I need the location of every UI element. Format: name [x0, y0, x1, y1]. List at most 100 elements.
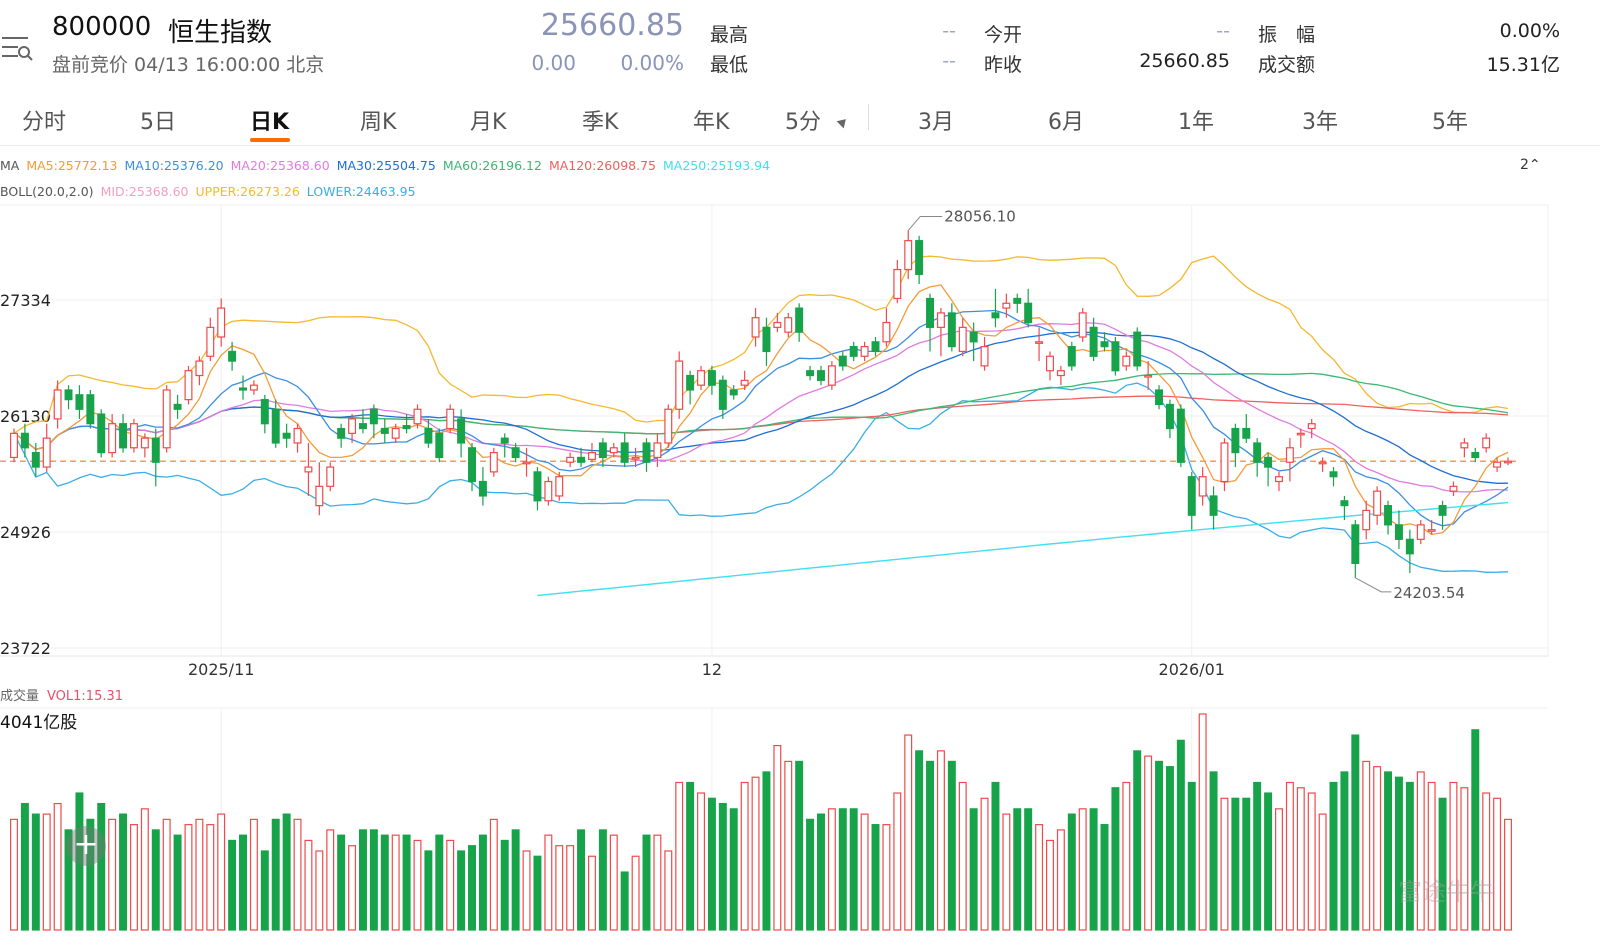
candle-body: [195, 360, 204, 377]
tab-5day[interactable]: 5日: [140, 110, 176, 135]
boll-legend-prefix: BOLL(20.0,2.0): [0, 184, 94, 199]
candle-body: [926, 297, 935, 328]
ma-legend[interactable]: MA MA5:25772.13 MA10:25376.20 MA20:25368.60…: [0, 158, 784, 173]
add-indicator-button[interactable]: +: [66, 826, 106, 866]
volume-bar: [686, 781, 695, 931]
candle-body: [1362, 509, 1371, 531]
candle-body: [631, 456, 640, 460]
amplitude-label: 振 幅: [1258, 24, 1316, 46]
candle-body: [773, 321, 782, 328]
candle-body: [675, 360, 684, 410]
tab-3month[interactable]: 3月: [918, 110, 954, 135]
candle-body: [1438, 505, 1447, 516]
volume-bar: [260, 850, 269, 931]
candle-body: [620, 442, 629, 463]
volume-bar: [849, 808, 858, 931]
volume-bar: [424, 850, 433, 931]
candle-body: [1198, 476, 1207, 497]
volume-bar: [348, 845, 357, 931]
tab-quarterly-k[interactable]: 季K: [582, 110, 619, 135]
volume-bar: [402, 834, 411, 931]
volume-bar: [827, 808, 836, 931]
volume-bar: [1285, 781, 1294, 931]
volume-bar: [718, 802, 727, 931]
candle-body: [980, 346, 989, 367]
volume-bar: [162, 818, 171, 931]
candle-body: [315, 485, 324, 507]
ma-legend-item: MA60:26196.12: [442, 158, 542, 173]
candle-body: [446, 408, 455, 430]
volume-bar: [1078, 808, 1087, 931]
candle-body: [435, 432, 444, 459]
tab-monthly-k[interactable]: 月K: [470, 110, 507, 135]
candle-body: [598, 442, 607, 459]
volume-bar: [391, 834, 400, 931]
low-value: --: [942, 50, 956, 72]
quote-header: 800000 恒生指数 盘前竞价 04/13 16:00:00 北京 25660…: [0, 0, 1600, 90]
candle-body: [1067, 346, 1076, 367]
volume-bar: [239, 834, 247, 931]
candle-body: [762, 326, 771, 353]
tab-yearly-k[interactable]: 年K: [693, 110, 730, 135]
tab-6month[interactable]: 6月: [1048, 110, 1084, 135]
volume-bar: [500, 839, 509, 931]
candle-body: [20, 432, 29, 449]
candle-body: [729, 389, 738, 396]
candle-body: [457, 418, 466, 444]
volume-bar: [947, 760, 956, 931]
candle-body: [1504, 460, 1512, 464]
volume-bar: [1416, 771, 1425, 931]
ma-legend-item: MA120:26098.75: [548, 158, 656, 173]
candle-body: [369, 408, 378, 425]
collapse-indicator-button[interactable]: 2⌃: [1520, 157, 1541, 173]
candle-body: [271, 408, 280, 444]
tab-intraday[interactable]: 分时: [22, 110, 67, 135]
candle-body: [348, 418, 357, 434]
volume-bar: [489, 818, 498, 931]
candle-body: [424, 427, 433, 444]
candle-body: [1089, 326, 1098, 357]
candle-body: [1165, 403, 1174, 430]
turnover-label: 成交额: [1258, 54, 1316, 76]
tab-5min[interactable]: 5分: [785, 110, 821, 135]
tab-daily-k[interactable]: 日K: [250, 110, 290, 135]
volume-bar: [762, 771, 771, 931]
volume-bar: [926, 760, 935, 931]
prev-close-value: 25660.85: [1139, 50, 1230, 72]
volume-bar: [108, 818, 117, 931]
tab-3year[interactable]: 3年: [1302, 110, 1338, 135]
candle-body: [860, 346, 869, 357]
candle-body: [707, 370, 716, 386]
ma120-line: [13, 395, 1509, 451]
volume-bar: [1155, 760, 1164, 931]
ma-legend-prefix: MA: [0, 158, 20, 173]
ma5-line: [13, 284, 1509, 536]
volume-bar: [1307, 792, 1316, 931]
volume-bar: [544, 834, 553, 931]
tab-1year[interactable]: 1年: [1178, 110, 1214, 135]
volume-bar: [642, 834, 651, 931]
candle-body: [609, 447, 618, 454]
tab-5year[interactable]: 5年: [1432, 110, 1468, 135]
candle-body: [544, 480, 553, 502]
turnover-value: 15.31亿: [1486, 54, 1560, 76]
low-label: 最低: [710, 54, 749, 76]
volume-bar: [893, 792, 902, 931]
volume-bar: [358, 829, 367, 931]
menu-list-icon[interactable]: [0, 32, 34, 62]
candle-body: [468, 447, 476, 483]
volume-bar: [1384, 771, 1393, 931]
candle-body: [380, 427, 389, 434]
price-change: 0.00: [531, 51, 576, 75]
volume-bar: [97, 802, 106, 931]
tab-weekly-k[interactable]: 周K: [360, 110, 397, 135]
candle-body: [1144, 374, 1153, 378]
candle-body: [1329, 471, 1338, 478]
candle-body: [806, 370, 815, 377]
candle-body: [1133, 331, 1142, 367]
boll-legend[interactable]: BOLL(20.0,2.0) MID:25368.60 UPPER:26273.26…: [0, 184, 430, 199]
candle-body: [249, 384, 258, 391]
volume-bar: [1209, 771, 1218, 931]
candle-body: [566, 456, 575, 463]
